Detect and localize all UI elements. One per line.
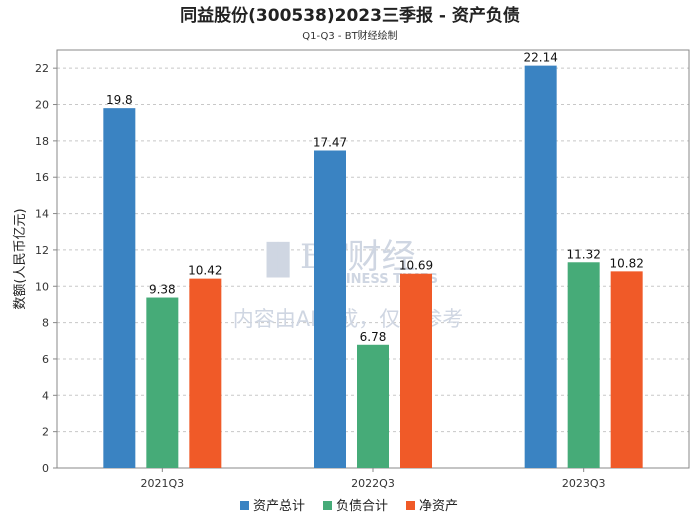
y-tick-label: 18 <box>35 135 49 148</box>
y-tick-label: 12 <box>35 244 49 257</box>
data-label: 10.82 <box>609 256 643 270</box>
bar <box>357 344 389 468</box>
x-axis: 2021Q3 2022Q3 2023Q3 <box>141 468 606 490</box>
y-tick-label: 16 <box>35 171 49 184</box>
data-label: 17.47 <box>313 136 347 150</box>
y-tick-label: 6 <box>42 353 49 366</box>
chart-subtitle: Q1-Q3 - BT财经绘制 <box>302 29 397 42</box>
bar <box>524 65 557 468</box>
y-tick-label: 0 <box>42 462 49 475</box>
data-label: 11.32 <box>566 247 600 261</box>
bar <box>189 278 222 468</box>
bar <box>146 297 179 468</box>
data-label: 6.78 <box>360 330 387 344</box>
legend-swatch <box>240 501 249 510</box>
legend-item: 负债合计 <box>336 499 388 514</box>
legend-swatch <box>323 501 332 510</box>
data-label: 10.69 <box>399 259 433 273</box>
data-label: 10.42 <box>188 264 222 278</box>
data-label: 22.14 <box>523 51 557 65</box>
data-label: 19.8 <box>106 93 133 107</box>
y-tick-label: 4 <box>42 389 49 402</box>
legend: 资产总计 负债合计 净资产 <box>240 499 458 514</box>
y-tick-label: 22 <box>35 62 49 75</box>
y-axis: 0 2 4 6 8 10 12 14 16 18 20 22 <box>35 62 57 475</box>
legend-item: 净资产 <box>419 499 458 514</box>
x-tick-label: 2021Q3 <box>141 477 185 490</box>
y-tick-label: 14 <box>35 208 49 221</box>
legend-swatch <box>406 501 415 510</box>
y-tick-label: 2 <box>42 426 49 439</box>
y-axis-label: 数额(人民币亿元) <box>13 208 28 309</box>
data-label: 9.38 <box>149 283 176 297</box>
bar <box>610 271 643 468</box>
legend-item: 资产总计 <box>253 499 305 514</box>
watermark-logo-icon: ▐▌ <box>255 241 301 278</box>
y-tick-label: 20 <box>35 99 49 112</box>
y-tick-label: 8 <box>42 317 49 330</box>
x-tick-label: 2023Q3 <box>562 477 606 490</box>
y-tick-label: 10 <box>35 280 49 293</box>
chart-title: 同益股份(300538)2023三季报 - 资产负债 <box>180 5 520 26</box>
bars: 19.8 9.38 10.42 17.47 6.78 10.69 22.14 11.32 10.… <box>103 51 644 468</box>
bar <box>314 150 346 468</box>
x-tick-label: 2022Q3 <box>351 477 395 490</box>
bar <box>567 262 600 468</box>
bar <box>400 273 432 468</box>
bar <box>103 108 136 468</box>
